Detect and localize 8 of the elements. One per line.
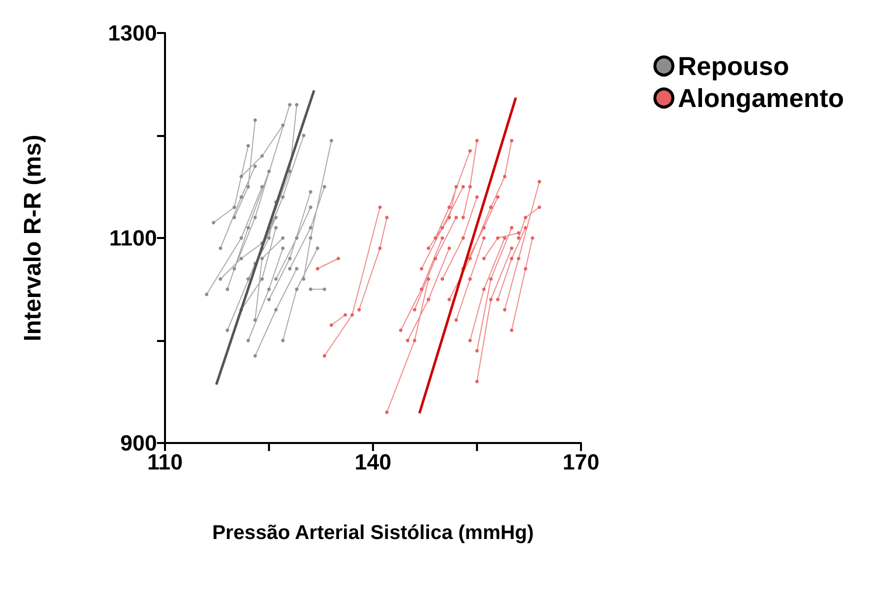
legend-label: Alongamento: [678, 83, 844, 113]
x-tick-label: 140: [354, 450, 392, 474]
x-axis-title: Pressão Arterial Sistólica (mmHg): [212, 522, 534, 544]
y-tick-label: 1300: [108, 20, 157, 46]
legend-label: Repouso: [678, 51, 790, 81]
y-axis-title: Intervalo R-R (ms): [20, 134, 46, 342]
y-tick-label: 1100: [109, 226, 157, 250]
x-tick-label: 170: [562, 450, 600, 474]
